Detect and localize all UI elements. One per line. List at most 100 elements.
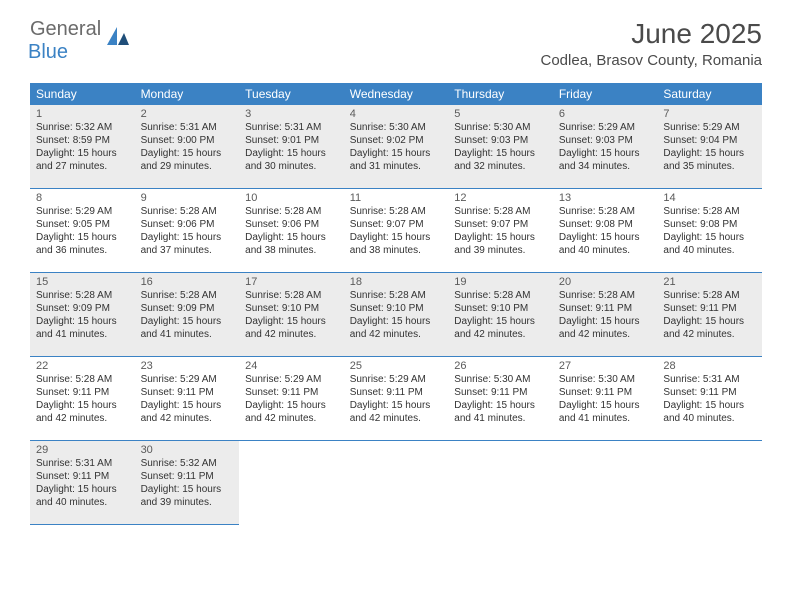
day-number: 29	[36, 444, 129, 456]
calendar-cell: 14Sunrise: 5:28 AMSunset: 9:08 PMDayligh…	[657, 189, 762, 273]
calendar-cell: 28Sunrise: 5:31 AMSunset: 9:11 PMDayligh…	[657, 357, 762, 441]
sunrise-line: Sunrise: 5:28 AM	[663, 205, 756, 218]
sunrise-line: Sunrise: 5:28 AM	[663, 289, 756, 302]
day-number: 24	[245, 360, 338, 372]
sunset-line: Sunset: 9:06 PM	[141, 218, 234, 231]
day-number: 20	[559, 276, 652, 288]
location-text: Codlea, Brasov County, Romania	[541, 52, 763, 69]
daylight-line: Daylight: 15 hours and 42 minutes.	[663, 315, 756, 341]
calendar-cell: 8Sunrise: 5:29 AMSunset: 9:05 PMDaylight…	[30, 189, 135, 273]
sunrise-line: Sunrise: 5:29 AM	[36, 205, 129, 218]
calendar-cell: 6Sunrise: 5:29 AMSunset: 9:03 PMDaylight…	[553, 105, 658, 189]
calendar-cell: 9Sunrise: 5:28 AMSunset: 9:06 PMDaylight…	[135, 189, 240, 273]
calendar-cell: 21Sunrise: 5:28 AMSunset: 9:11 PMDayligh…	[657, 273, 762, 357]
sunset-line: Sunset: 9:02 PM	[350, 134, 443, 147]
sunrise-line: Sunrise: 5:29 AM	[245, 373, 338, 386]
calendar-cell: 27Sunrise: 5:30 AMSunset: 9:11 PMDayligh…	[553, 357, 658, 441]
calendar-cell-empty	[239, 441, 344, 525]
sunrise-line: Sunrise: 5:28 AM	[559, 289, 652, 302]
day-number: 1	[36, 108, 129, 120]
weekday-header: Tuesday	[239, 83, 344, 105]
day-number: 11	[350, 192, 443, 204]
sunset-line: Sunset: 9:04 PM	[663, 134, 756, 147]
calendar-cell: 30Sunrise: 5:32 AMSunset: 9:11 PMDayligh…	[135, 441, 240, 525]
logo: General Blue	[30, 18, 129, 64]
daylight-line: Daylight: 15 hours and 40 minutes.	[559, 231, 652, 257]
weekday-header: Saturday	[657, 83, 762, 105]
daylight-line: Daylight: 15 hours and 37 minutes.	[141, 231, 234, 257]
sunrise-line: Sunrise: 5:28 AM	[350, 289, 443, 302]
daylight-line: Daylight: 15 hours and 42 minutes.	[454, 315, 547, 341]
daylight-line: Daylight: 15 hours and 39 minutes.	[454, 231, 547, 257]
day-number: 26	[454, 360, 547, 372]
sunset-line: Sunset: 9:11 PM	[454, 386, 547, 399]
sunset-line: Sunset: 9:01 PM	[245, 134, 338, 147]
daylight-line: Daylight: 15 hours and 36 minutes.	[36, 231, 129, 257]
day-number: 6	[559, 108, 652, 120]
day-number: 13	[559, 192, 652, 204]
sunrise-line: Sunrise: 5:32 AM	[141, 457, 234, 470]
daylight-line: Daylight: 15 hours and 34 minutes.	[559, 147, 652, 173]
calendar-cell: 20Sunrise: 5:28 AMSunset: 9:11 PMDayligh…	[553, 273, 658, 357]
calendar-cell: 15Sunrise: 5:28 AMSunset: 9:09 PMDayligh…	[30, 273, 135, 357]
daylight-line: Daylight: 15 hours and 40 minutes.	[36, 483, 129, 509]
sunset-line: Sunset: 9:11 PM	[663, 386, 756, 399]
daylight-line: Daylight: 15 hours and 42 minutes.	[245, 399, 338, 425]
daylight-line: Daylight: 15 hours and 42 minutes.	[350, 315, 443, 341]
sunset-line: Sunset: 9:07 PM	[350, 218, 443, 231]
sunrise-line: Sunrise: 5:28 AM	[350, 205, 443, 218]
weekday-header: Sunday	[30, 83, 135, 105]
sunrise-line: Sunrise: 5:31 AM	[141, 121, 234, 134]
sunrise-line: Sunrise: 5:30 AM	[350, 121, 443, 134]
sunset-line: Sunset: 9:07 PM	[454, 218, 547, 231]
sunset-line: Sunset: 9:10 PM	[350, 302, 443, 315]
sunrise-line: Sunrise: 5:29 AM	[663, 121, 756, 134]
day-number: 4	[350, 108, 443, 120]
daylight-line: Daylight: 15 hours and 42 minutes.	[36, 399, 129, 425]
calendar-cell-empty	[553, 441, 658, 525]
calendar-cell: 2Sunrise: 5:31 AMSunset: 9:00 PMDaylight…	[135, 105, 240, 189]
day-number: 21	[663, 276, 756, 288]
weekday-header: Friday	[553, 83, 658, 105]
calendar-cell: 16Sunrise: 5:28 AMSunset: 9:09 PMDayligh…	[135, 273, 240, 357]
sunset-line: Sunset: 9:11 PM	[559, 302, 652, 315]
sunrise-line: Sunrise: 5:28 AM	[36, 373, 129, 386]
sunrise-line: Sunrise: 5:28 AM	[141, 289, 234, 302]
day-number: 3	[245, 108, 338, 120]
weekday-header: Thursday	[448, 83, 553, 105]
sunrise-line: Sunrise: 5:28 AM	[454, 205, 547, 218]
sunset-line: Sunset: 9:11 PM	[36, 470, 129, 483]
calendar-cell: 17Sunrise: 5:28 AMSunset: 9:10 PMDayligh…	[239, 273, 344, 357]
calendar-cell: 5Sunrise: 5:30 AMSunset: 9:03 PMDaylight…	[448, 105, 553, 189]
daylight-line: Daylight: 15 hours and 41 minutes.	[559, 399, 652, 425]
day-number: 22	[36, 360, 129, 372]
sunset-line: Sunset: 8:59 PM	[36, 134, 129, 147]
sunrise-line: Sunrise: 5:28 AM	[559, 205, 652, 218]
sunrise-line: Sunrise: 5:30 AM	[559, 373, 652, 386]
calendar-cell: 11Sunrise: 5:28 AMSunset: 9:07 PMDayligh…	[344, 189, 449, 273]
daylight-line: Daylight: 15 hours and 38 minutes.	[350, 231, 443, 257]
daylight-line: Daylight: 15 hours and 42 minutes.	[141, 399, 234, 425]
sunrise-line: Sunrise: 5:28 AM	[36, 289, 129, 302]
day-number: 19	[454, 276, 547, 288]
title-block: June 2025 Codlea, Brasov County, Romania	[541, 18, 763, 69]
sunrise-line: Sunrise: 5:30 AM	[454, 121, 547, 134]
calendar: SundayMondayTuesdayWednesdayThursdayFrid…	[0, 83, 792, 525]
daylight-line: Daylight: 15 hours and 31 minutes.	[350, 147, 443, 173]
sunset-line: Sunset: 9:08 PM	[559, 218, 652, 231]
calendar-cell: 13Sunrise: 5:28 AMSunset: 9:08 PMDayligh…	[553, 189, 658, 273]
calendar-cell: 7Sunrise: 5:29 AMSunset: 9:04 PMDaylight…	[657, 105, 762, 189]
logo-text: General Blue	[30, 18, 101, 64]
daylight-line: Daylight: 15 hours and 39 minutes.	[141, 483, 234, 509]
calendar-cell-empty	[344, 441, 449, 525]
day-number: 14	[663, 192, 756, 204]
day-number: 10	[245, 192, 338, 204]
calendar-cell: 12Sunrise: 5:28 AMSunset: 9:07 PMDayligh…	[448, 189, 553, 273]
sunrise-line: Sunrise: 5:28 AM	[141, 205, 234, 218]
day-number: 2	[141, 108, 234, 120]
calendar-cell-empty	[448, 441, 553, 525]
sunset-line: Sunset: 9:10 PM	[245, 302, 338, 315]
daylight-line: Daylight: 15 hours and 29 minutes.	[141, 147, 234, 173]
calendar-cell: 19Sunrise: 5:28 AMSunset: 9:10 PMDayligh…	[448, 273, 553, 357]
daylight-line: Daylight: 15 hours and 35 minutes.	[663, 147, 756, 173]
